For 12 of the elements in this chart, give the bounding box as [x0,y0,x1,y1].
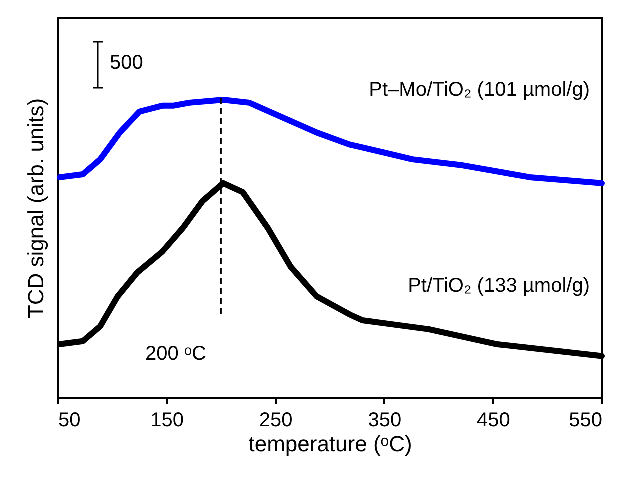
x-tick-label: 350 [368,410,402,432]
text: 500 [110,52,144,74]
x-tick-label: 450 [477,410,510,432]
x-tick-label: 50 [58,410,81,432]
y-axis-title: TCD signal (arb. units) [24,98,48,319]
series-label: Pt/TiO₂ (133 µmol/g) [408,275,590,297]
x-tick-label: 150 [150,410,184,432]
x-tick-label: 550 [569,410,602,432]
annotation: 200 ᵒC [146,343,206,365]
x-axis-title: temperature (ᵒC) [248,432,412,456]
text: Pt–Mo/TiO₂ (101 µmol/g) [369,79,590,101]
x-tick-label: 250 [259,410,293,432]
